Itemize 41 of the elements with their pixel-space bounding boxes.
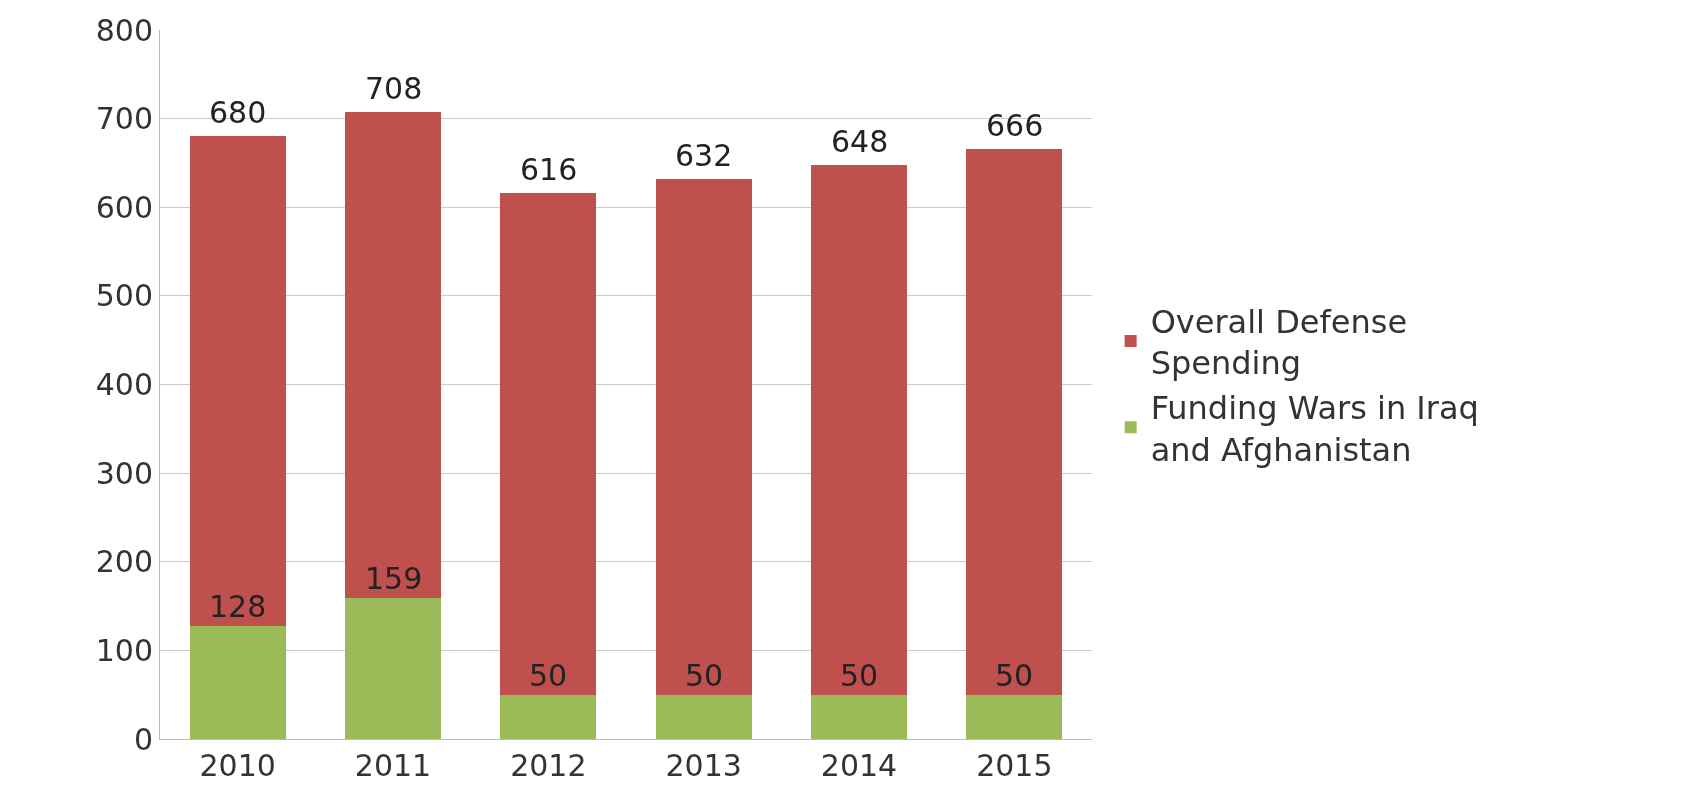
y-tick-label: 100 xyxy=(95,632,153,668)
total-label: 666 xyxy=(986,108,1044,143)
x-tick-label: 2014 xyxy=(820,748,898,783)
data-label: 50 xyxy=(685,658,724,693)
y-tick-label: 700 xyxy=(95,101,153,137)
data-label: 50 xyxy=(840,658,879,693)
data-label: 50 xyxy=(529,658,568,693)
x-tick-label: 2011 xyxy=(354,748,432,783)
bar xyxy=(655,694,752,739)
x-tick-label: 2015 xyxy=(976,748,1053,783)
bar xyxy=(500,694,597,739)
data-label: 159 xyxy=(365,561,423,596)
legend-label: Funding Wars in Iraq and Afghanistan xyxy=(1150,388,1479,469)
bar xyxy=(810,164,908,695)
data-label: 50 xyxy=(995,658,1034,693)
bar xyxy=(966,148,1063,695)
y-tick-label: 500 xyxy=(95,278,153,314)
legend-label: Overall Defense Spending xyxy=(1150,302,1408,383)
y-tick-label: 800 xyxy=(95,12,153,48)
total-label: 680 xyxy=(209,95,267,130)
y-tick-label: 200 xyxy=(95,544,153,580)
bar xyxy=(189,136,286,626)
total-label: 616 xyxy=(520,152,578,187)
total-label: 632 xyxy=(675,138,733,173)
total-label: 648 xyxy=(831,124,889,159)
bar xyxy=(966,694,1063,739)
bar xyxy=(655,178,752,695)
bar xyxy=(189,625,286,739)
x-tick-label: 2013 xyxy=(665,748,742,783)
y-tick-label: 0 xyxy=(133,721,153,757)
x-tick-label: 2012 xyxy=(510,748,587,783)
total-label: 708 xyxy=(365,71,423,106)
data-label: 128 xyxy=(209,589,267,624)
bar xyxy=(810,694,908,739)
bar xyxy=(500,193,597,695)
bar xyxy=(344,111,442,599)
y-tick-label: 400 xyxy=(95,367,153,402)
bar xyxy=(344,598,442,739)
y-tick-label: 300 xyxy=(95,455,153,491)
x-tick-label: 2010 xyxy=(199,748,276,783)
y-tick-label: 600 xyxy=(95,189,153,225)
